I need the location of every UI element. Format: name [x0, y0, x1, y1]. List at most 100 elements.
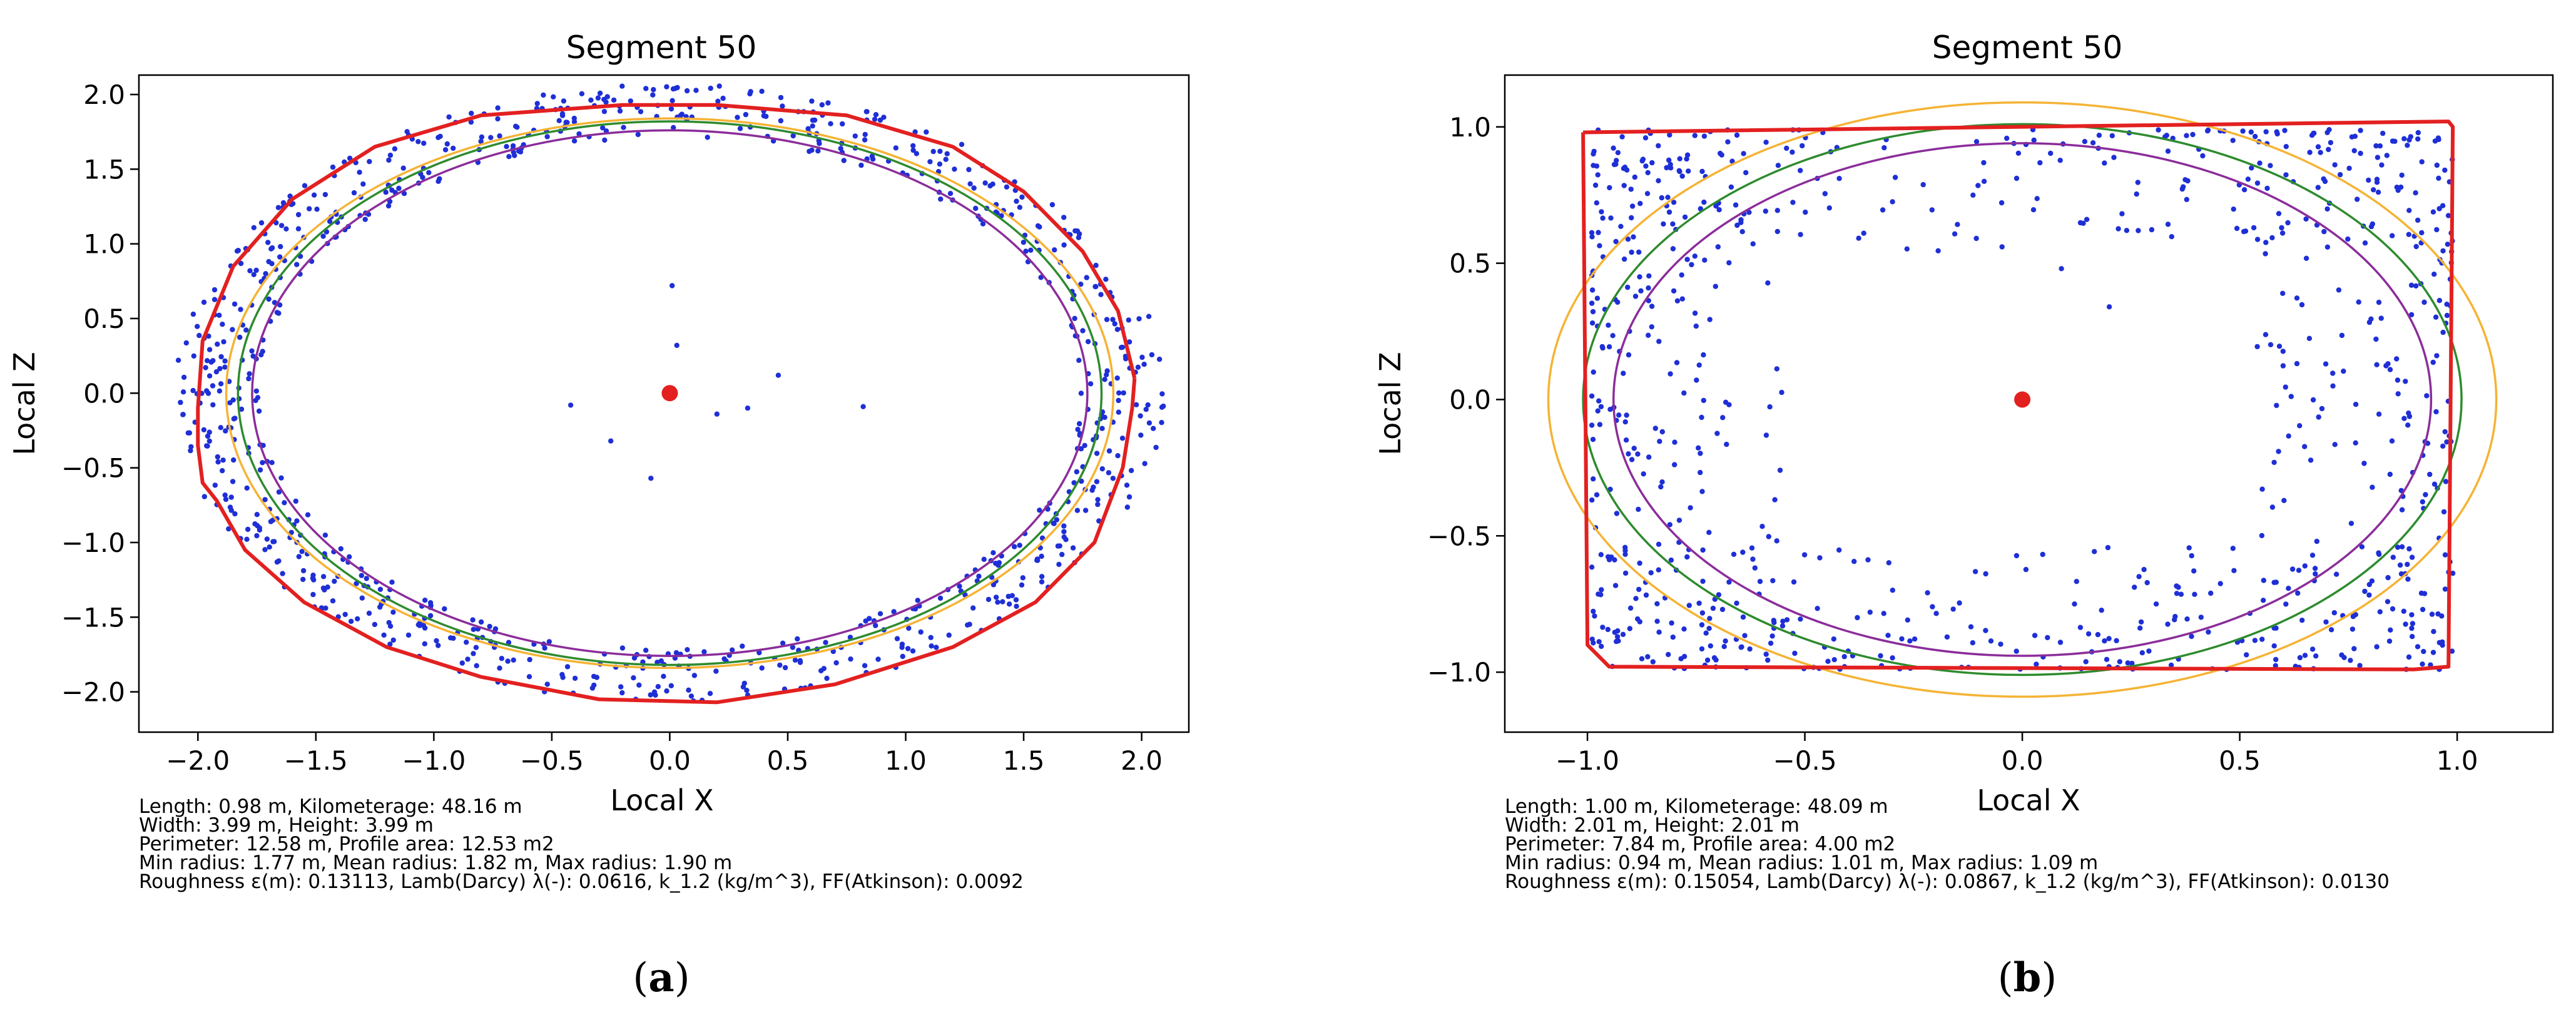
scatter-point — [294, 262, 300, 267]
scatter-point — [2092, 549, 2097, 554]
scatter-point — [881, 115, 887, 120]
scatter-point — [1741, 151, 1746, 156]
scatter-point — [1973, 139, 1980, 145]
scatter-point — [1114, 375, 1120, 381]
scatter-point — [1692, 253, 1698, 259]
scatter-point — [499, 656, 504, 661]
x-axis-label-b: Local X — [1977, 783, 2080, 817]
scatter-point — [1907, 638, 1913, 644]
scatter-point — [1970, 192, 1976, 198]
scatter-point — [1642, 135, 1649, 141]
scatter-point — [1605, 554, 1611, 559]
scatter-point — [534, 101, 540, 106]
scatter-point — [858, 162, 864, 168]
scatter-point — [465, 656, 471, 662]
scatter-point — [2399, 544, 2405, 549]
scatter-point — [1094, 451, 1100, 456]
x-tick-label: 0.0 — [2002, 745, 2044, 776]
scatter-point — [1641, 471, 1646, 477]
scatter-point — [1632, 174, 1637, 180]
scatter-point — [1627, 605, 1634, 611]
scatter-point — [2323, 361, 2329, 367]
scatter-point — [2102, 160, 2107, 166]
scatter-point — [442, 606, 447, 612]
scatter-point — [1890, 655, 1895, 661]
scatter-point — [1944, 634, 1950, 640]
scatter-point — [1836, 176, 1842, 181]
scatter-point — [2289, 566, 2296, 572]
scatter-point — [2015, 150, 2022, 156]
scatter-point — [1619, 134, 1625, 140]
scatter-point — [1878, 653, 1883, 659]
scatter-point — [468, 119, 474, 125]
scatter-point — [405, 632, 412, 638]
scatter-point — [415, 139, 421, 145]
scatter-point — [1110, 317, 1116, 322]
scatter-point — [2349, 626, 2356, 632]
scatter-point — [561, 98, 567, 104]
scatter-point — [1721, 644, 1727, 650]
scatter-point — [1621, 370, 1626, 376]
scatter-point — [1815, 606, 1820, 611]
scatter-point — [1702, 257, 1708, 263]
scatter-point — [1124, 504, 1131, 510]
scatter-point — [504, 144, 509, 150]
scatter-point — [437, 133, 443, 140]
scatter-point — [2280, 290, 2286, 296]
scatter-point — [2406, 546, 2412, 552]
scatter-point — [293, 498, 298, 504]
scatter-point — [1955, 222, 1960, 227]
scatter-point — [212, 482, 218, 488]
scatter-point — [2433, 409, 2439, 415]
scatter-point — [848, 656, 853, 662]
scatter-point — [708, 85, 713, 91]
scatter-point — [2374, 644, 2380, 650]
scatter-point — [2406, 414, 2413, 419]
scatter-point — [307, 206, 312, 212]
scatter-point — [1645, 170, 1651, 176]
scatter-point — [1739, 644, 1744, 650]
scatter-point — [618, 684, 624, 690]
scatter-point — [1925, 590, 1930, 596]
scatter-point — [1620, 631, 1626, 637]
y-tick-label: 0.0 — [1449, 384, 1491, 415]
scatter-point — [668, 683, 675, 689]
scatter-point — [282, 500, 287, 506]
scatter-point — [957, 583, 962, 589]
scatter-point — [671, 125, 676, 130]
scatter-point — [2208, 590, 2214, 596]
scatter-point — [1589, 422, 1595, 428]
scatter-point — [1139, 354, 1145, 360]
scatter-point — [359, 595, 365, 601]
scatter-point — [795, 636, 800, 642]
scatter-point — [302, 183, 308, 188]
scatter-point — [1637, 619, 1642, 625]
scatter-point — [944, 151, 950, 156]
scatter-point — [2279, 225, 2284, 231]
scatter-point — [1768, 640, 1774, 646]
scatter-point — [1957, 600, 1962, 606]
scatter-point — [294, 518, 300, 524]
scatter-point — [506, 154, 512, 160]
scatter-point — [841, 158, 847, 163]
scatter-point — [330, 164, 336, 170]
scatter-point — [2356, 299, 2361, 305]
scatter-point — [2268, 342, 2274, 347]
scatter-point — [1699, 414, 1704, 421]
scatter-point — [2283, 601, 2289, 607]
scatter-point — [2401, 136, 2407, 141]
scatter-point — [1981, 178, 1987, 184]
scatter-point — [654, 660, 660, 665]
scatter-point — [1738, 217, 1744, 223]
scatter-point — [2332, 442, 2338, 447]
scatter-point — [2037, 160, 2043, 166]
scatter-point — [2397, 562, 2403, 568]
scatter-point — [1020, 575, 1026, 581]
scatter-point — [1668, 557, 1674, 563]
scatter-point — [1078, 446, 1084, 452]
scatter-point — [392, 146, 398, 151]
y-tick-label: −1.0 — [61, 528, 125, 558]
scatter-point — [967, 181, 973, 186]
scatter-point — [2429, 611, 2435, 617]
scatter-point — [426, 170, 432, 175]
